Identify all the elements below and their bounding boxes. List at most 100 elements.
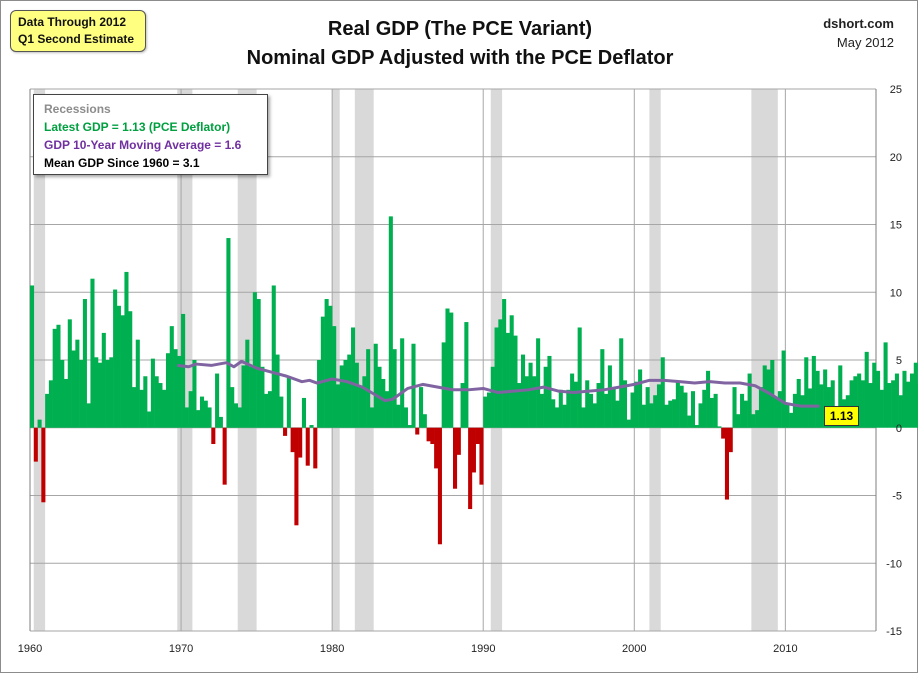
gdp-bar <box>343 360 348 428</box>
gdp-bar <box>48 380 53 428</box>
grid-lines <box>29 88 877 632</box>
chart-subtitle: Nominal GDP Adjusted with the PCE Deflat… <box>246 47 674 69</box>
gdp-bar <box>792 393 797 428</box>
gdp-bar <box>490 366 495 428</box>
source-date: May 2012 <box>836 35 894 50</box>
gdp-bar <box>400 338 405 428</box>
gdp-bar <box>887 383 892 428</box>
gdp-bar <box>611 387 616 428</box>
gdp-bar <box>630 392 635 428</box>
gdp-bar <box>158 383 163 428</box>
gdp-bar <box>260 366 265 428</box>
y-tick-label: -15 <box>886 626 902 638</box>
gdp-bar <box>811 355 816 428</box>
gdp-bar <box>486 392 492 428</box>
gdp-bar <box>755 410 760 428</box>
gdp-bar <box>879 389 884 428</box>
gdp-bar <box>275 354 280 428</box>
gdp-bar <box>909 373 915 428</box>
x-tick-label: 1960 <box>18 643 42 655</box>
gdp-bar <box>388 216 393 428</box>
gdp-bar <box>177 355 182 428</box>
gdp-bar <box>358 387 363 428</box>
gdp-bar <box>762 365 767 428</box>
gdp-bar <box>290 427 295 453</box>
gdp-bar <box>747 373 752 428</box>
gdp-bar <box>690 391 696 428</box>
gdp-bar <box>298 427 303 458</box>
gdp-bar <box>279 396 284 428</box>
gdp-bar <box>898 395 903 428</box>
gdp-bar <box>860 380 865 428</box>
gdp-bar <box>660 357 665 428</box>
gdp-bar <box>864 351 869 428</box>
gdp-bar <box>116 305 121 428</box>
gdp-bar <box>453 427 458 489</box>
chart-legend: Recessions Latest GDP = 1.13 (PCE Deflat… <box>33 94 268 175</box>
gdp-bar <box>449 312 454 428</box>
gdp-bar <box>596 383 601 428</box>
gdp-bar <box>751 414 756 428</box>
gdp-bar <box>736 414 741 428</box>
legend-recessions: Recessions <box>44 102 111 116</box>
gdp-bar <box>649 403 654 428</box>
gdp-bar <box>528 362 533 428</box>
gdp-bar <box>679 385 684 428</box>
gdp-bar <box>913 362 918 428</box>
gdp-bar <box>30 285 35 428</box>
gdp-bar <box>566 389 571 428</box>
gdp-bar <box>532 376 537 428</box>
gdp-bar <box>524 376 529 428</box>
gdp-bar <box>600 349 605 428</box>
gdp-bar <box>800 395 805 428</box>
y-tick-label: -5 <box>892 491 902 503</box>
gdp-bar <box>294 427 299 526</box>
gdp-bar <box>551 399 556 428</box>
gdp-bar <box>222 427 227 485</box>
gdp-bar <box>570 373 575 428</box>
gdp-bar <box>823 369 828 428</box>
gdp-bar <box>724 427 730 500</box>
gdp-bar <box>728 427 733 453</box>
gdp-bar <box>815 370 820 428</box>
gdp-bar <box>668 400 673 428</box>
gdp-bar <box>562 404 567 428</box>
gdp-bar <box>592 403 597 428</box>
gdp-bar <box>328 305 333 428</box>
gdp-bar <box>653 395 658 428</box>
gdp-bar <box>105 360 110 428</box>
gdp-bar <box>434 427 439 469</box>
gdp-bar <box>63 378 69 428</box>
gdp-bar <box>154 376 159 428</box>
gdp-bar <box>883 342 888 428</box>
gdp-bar <box>796 378 801 428</box>
gdp-bar <box>513 335 518 428</box>
gdp-bar <box>249 366 254 428</box>
gdp-bar <box>218 416 223 428</box>
gdp-bar <box>354 362 359 428</box>
gdp-bar <box>385 391 390 428</box>
y-tick-label: -10 <box>886 558 902 570</box>
gdp-bar <box>320 316 325 428</box>
gdp-bar <box>97 362 103 428</box>
gdp-bar <box>196 410 201 428</box>
gdp-bar <box>471 427 476 473</box>
x-tick-label: 1970 <box>169 643 193 655</box>
gdp-bar <box>743 400 748 428</box>
gdp-bar <box>362 376 367 428</box>
x-tick-label: 2010 <box>773 643 797 655</box>
gdp-bar <box>207 407 212 428</box>
chart-title: Real GDP (The PCE Variant) <box>327 18 593 40</box>
legend-latest-gdp: Latest GDP = 1.13 (PCE Deflator) <box>44 120 231 134</box>
gdp-bar <box>226 238 231 428</box>
gdp-bar <box>426 427 431 442</box>
gdp-bar <box>902 370 907 428</box>
note-line-2: Q1 Second Estimate <box>18 32 135 46</box>
gdp-bar <box>694 425 699 428</box>
gdp-bar <box>52 328 57 428</box>
gdp-bar <box>94 357 99 428</box>
gdp-bar <box>124 271 129 428</box>
gdp-bar <box>675 381 680 428</box>
gdp-bar <box>894 373 899 428</box>
